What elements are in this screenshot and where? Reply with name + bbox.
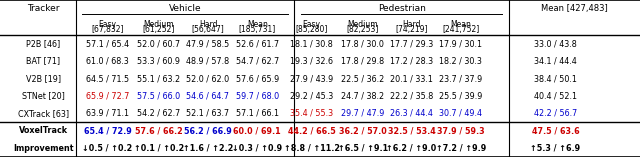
Text: Vehicle: Vehicle	[169, 4, 201, 13]
Text: Easy: Easy	[99, 20, 116, 29]
Text: Hard: Hard	[403, 20, 420, 29]
Text: 33.0 / 43.8: 33.0 / 43.8	[534, 39, 577, 48]
Text: 54.2 / 62.7: 54.2 / 62.7	[137, 109, 180, 118]
Text: ↓0.3 / ↑0.9: ↓0.3 / ↑0.9	[232, 144, 282, 153]
Text: Mean [427,483]: Mean [427,483]	[541, 4, 608, 13]
Text: 47.5 / 63.6: 47.5 / 63.6	[532, 126, 579, 135]
Text: 65.4 / 72.9: 65.4 / 72.9	[84, 126, 131, 135]
Text: [61,252]: [61,252]	[143, 25, 175, 34]
Text: ↑6.2 / ↑9.0: ↑6.2 / ↑9.0	[387, 144, 436, 153]
Text: 60.0 / 69.1: 60.0 / 69.1	[234, 126, 281, 135]
Text: 17.9 / 30.1: 17.9 / 30.1	[439, 39, 483, 48]
Text: 52.1 / 63.7: 52.1 / 63.7	[186, 109, 230, 118]
Text: STNet [20]: STNet [20]	[22, 91, 65, 100]
Text: Tracker: Tracker	[28, 4, 60, 13]
Text: 54.7 / 62.7: 54.7 / 62.7	[236, 57, 279, 66]
Text: 25.5 / 39.9: 25.5 / 39.9	[439, 91, 483, 100]
Text: 57.1 / 65.4: 57.1 / 65.4	[86, 39, 129, 48]
Text: Easy: Easy	[303, 20, 321, 29]
Text: 56.2 / 66.9: 56.2 / 66.9	[184, 126, 232, 135]
Text: 57.5 / 66.0: 57.5 / 66.0	[137, 91, 180, 100]
Text: 38.4 / 50.1: 38.4 / 50.1	[534, 74, 577, 83]
Text: 55.1 / 63.2: 55.1 / 63.2	[137, 74, 180, 83]
Text: 52.0 / 60.7: 52.0 / 60.7	[137, 39, 180, 48]
Text: ↑6.5 / ↑9.1: ↑6.5 / ↑9.1	[338, 144, 388, 153]
Text: [241,752]: [241,752]	[442, 25, 479, 34]
Text: 19.3 / 32.6: 19.3 / 32.6	[290, 57, 333, 66]
Text: 22.2 / 35.8: 22.2 / 35.8	[390, 91, 433, 100]
Text: 35.4 / 55.3: 35.4 / 55.3	[290, 109, 333, 118]
Text: 52.6 / 61.7: 52.6 / 61.7	[236, 39, 279, 48]
Text: [185,731]: [185,731]	[239, 25, 276, 34]
Text: 40.4 / 52.1: 40.4 / 52.1	[534, 91, 577, 100]
Text: ↑5.3 / ↑6.9: ↑5.3 / ↑6.9	[531, 144, 580, 153]
Text: 27.9 / 43.9: 27.9 / 43.9	[290, 74, 333, 83]
Text: 65.9 / 72.7: 65.9 / 72.7	[86, 91, 129, 100]
Text: 20.1 / 33.1: 20.1 / 33.1	[390, 74, 433, 83]
Text: CXTrack [63]: CXTrack [63]	[18, 109, 69, 118]
Text: 36.2 / 57.0: 36.2 / 57.0	[339, 126, 387, 135]
Text: P2B [46]: P2B [46]	[26, 39, 61, 48]
Text: [74,219]: [74,219]	[396, 25, 428, 34]
Text: 34.1 / 44.4: 34.1 / 44.4	[534, 57, 577, 66]
Text: 52.0 / 62.0: 52.0 / 62.0	[186, 74, 230, 83]
Text: ↓0.5 / ↑0.2: ↓0.5 / ↑0.2	[83, 144, 132, 153]
Text: ↑1.6 / ↑2.2: ↑1.6 / ↑2.2	[183, 144, 233, 153]
Text: 57.6 / 66.2: 57.6 / 66.2	[135, 126, 182, 135]
Text: 29.7 / 47.9: 29.7 / 47.9	[341, 109, 385, 118]
Text: Hard: Hard	[199, 20, 217, 29]
Text: 53.3 / 60.9: 53.3 / 60.9	[137, 57, 180, 66]
Text: ↑0.1 / ↑0.2: ↑0.1 / ↑0.2	[134, 144, 184, 153]
Text: [85,280]: [85,280]	[296, 25, 328, 34]
Text: BAT [71]: BAT [71]	[26, 57, 61, 66]
Text: ↑8.8 / ↑11.2: ↑8.8 / ↑11.2	[284, 144, 340, 153]
Text: 63.9 / 71.1: 63.9 / 71.1	[86, 109, 129, 118]
Text: 29.2 / 45.3: 29.2 / 45.3	[290, 91, 333, 100]
Text: 18.2 / 30.3: 18.2 / 30.3	[440, 57, 482, 66]
Text: 30.7 / 49.4: 30.7 / 49.4	[439, 109, 483, 118]
Text: 42.2 / 56.7: 42.2 / 56.7	[534, 109, 577, 118]
Text: ↑7.2 / ↑9.9: ↑7.2 / ↑9.9	[436, 144, 486, 153]
Text: 17.8 / 29.8: 17.8 / 29.8	[341, 57, 385, 66]
Text: 44.2 / 66.5: 44.2 / 66.5	[288, 126, 335, 135]
Text: [56,647]: [56,647]	[191, 25, 225, 34]
Text: 24.7 / 38.2: 24.7 / 38.2	[341, 91, 385, 100]
Text: 22.5 / 36.2: 22.5 / 36.2	[341, 74, 385, 83]
Text: 26.3 / 44.4: 26.3 / 44.4	[390, 109, 433, 118]
Text: Medium: Medium	[143, 20, 174, 29]
Text: 17.8 / 30.0: 17.8 / 30.0	[342, 39, 384, 48]
Text: [67,832]: [67,832]	[92, 25, 124, 34]
Text: [82,253]: [82,253]	[347, 25, 379, 34]
Text: 47.9 / 58.5: 47.9 / 58.5	[186, 39, 230, 48]
Text: V2B [19]: V2B [19]	[26, 74, 61, 83]
Text: 23.7 / 37.9: 23.7 / 37.9	[439, 74, 483, 83]
Text: Mean: Mean	[247, 20, 268, 29]
Text: 61.0 / 68.3: 61.0 / 68.3	[86, 57, 129, 66]
Text: 18.1 / 30.8: 18.1 / 30.8	[291, 39, 333, 48]
Text: Pedestrian: Pedestrian	[378, 4, 426, 13]
Text: VoxelTrack: VoxelTrack	[19, 126, 68, 135]
Text: 59.7 / 68.0: 59.7 / 68.0	[236, 91, 279, 100]
Text: 64.5 / 71.5: 64.5 / 71.5	[86, 74, 129, 83]
Text: 57.6 / 65.9: 57.6 / 65.9	[236, 74, 279, 83]
Text: 17.2 / 28.3: 17.2 / 28.3	[390, 57, 433, 66]
Text: 57.1 / 66.1: 57.1 / 66.1	[236, 109, 279, 118]
Text: 32.5 / 53.4: 32.5 / 53.4	[388, 126, 435, 135]
Text: 48.9 / 57.8: 48.9 / 57.8	[186, 57, 230, 66]
Text: Mean: Mean	[451, 20, 471, 29]
Text: Improvement: Improvement	[13, 144, 74, 153]
Text: 54.6 / 64.7: 54.6 / 64.7	[186, 91, 230, 100]
Text: Medium: Medium	[348, 20, 378, 29]
Text: 17.7 / 29.3: 17.7 / 29.3	[390, 39, 433, 48]
Text: 37.9 / 59.3: 37.9 / 59.3	[437, 126, 484, 135]
